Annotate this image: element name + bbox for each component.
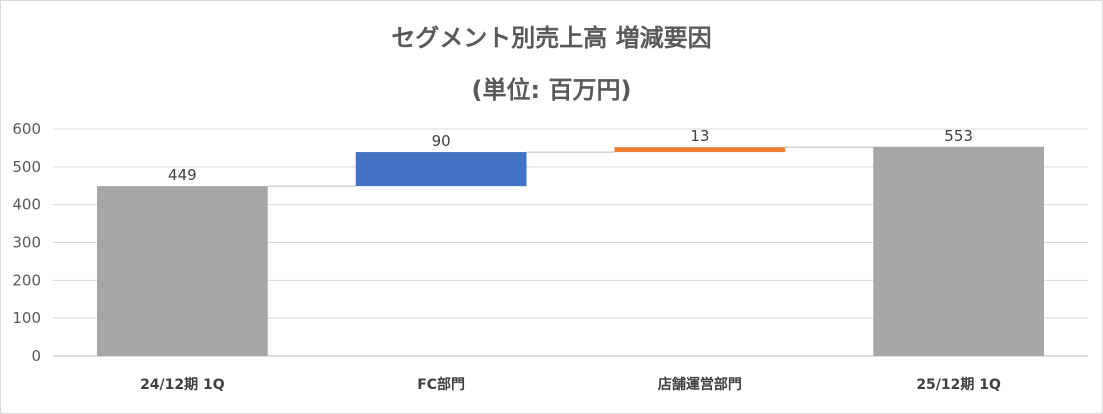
bar-total — [96, 186, 268, 356]
y-tick-label: 600 — [12, 120, 41, 138]
data-label: 449 — [168, 166, 197, 184]
y-tick-label: 500 — [12, 158, 41, 176]
y-tick-label: 400 — [12, 196, 41, 214]
data-label: 13 — [690, 127, 709, 145]
data-label: 553 — [944, 127, 973, 145]
x-category-label: 店舗運営部門 — [658, 376, 742, 393]
bar-increase — [355, 152, 527, 187]
chart-subtitle: (単位: 百万円) — [471, 76, 632, 104]
chart-title: セグメント別売上高 増減要因 — [391, 24, 712, 52]
y-tick-label: 300 — [12, 234, 41, 252]
y-tick-label: 200 — [12, 271, 41, 289]
bar-increase — [614, 147, 786, 153]
bar-total — [873, 146, 1045, 356]
x-category-label: 24/12期 1Q — [140, 377, 225, 393]
y-tick-label: 0 — [31, 347, 41, 365]
x-category-label: FC部門 — [417, 376, 465, 393]
data-label: 90 — [432, 132, 451, 150]
x-category-label: 25/12期 1Q — [916, 377, 1001, 393]
y-tick-label: 100 — [12, 309, 41, 327]
